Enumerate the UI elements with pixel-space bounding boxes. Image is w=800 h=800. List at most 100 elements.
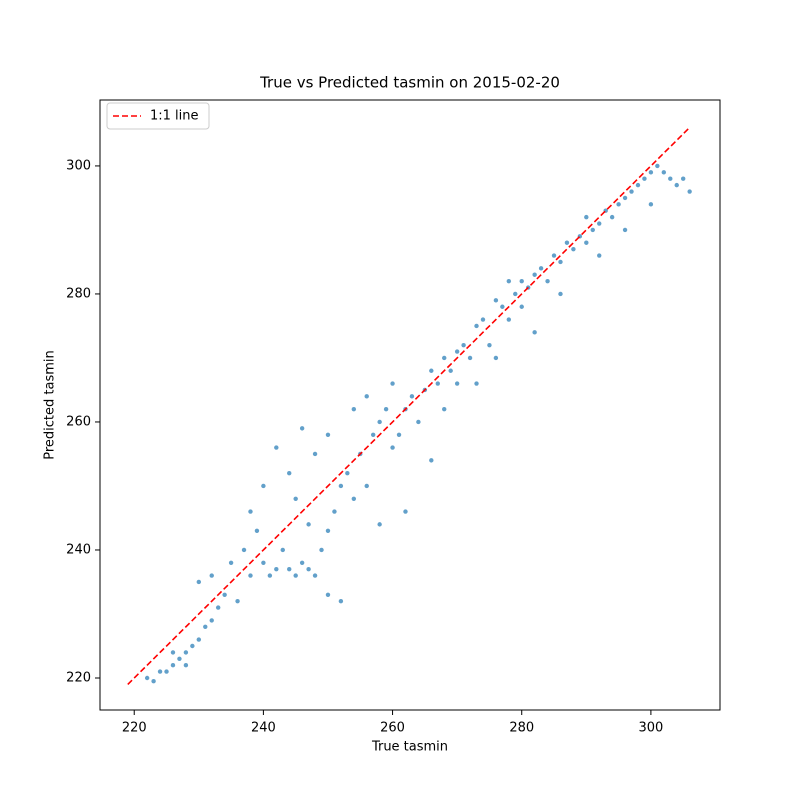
y-tick-label: 240 [66,542,91,557]
scatter-point [442,355,447,361]
scatter-point [228,560,234,565]
scatter-point [558,291,563,297]
scatter-point [299,426,305,431]
scatter-point [680,176,686,181]
scatter-point [177,656,182,661]
scatter-point [183,662,189,668]
y-tick-label: 280 [66,286,91,301]
scatter-point [590,227,595,233]
scatter-point [325,432,331,437]
scatter-point [325,592,331,597]
scatter-point [377,522,382,527]
scatter-point [571,246,576,252]
scatter-point [364,394,369,399]
scatter-point [500,304,505,309]
scatter-point [157,669,163,674]
scatter-point [584,240,589,245]
scatter-point [661,170,667,175]
scatter-point [519,304,524,309]
scatter-point [558,259,563,265]
y-tick-label: 260 [66,414,91,429]
scatter-point [280,547,285,553]
scatter-point [209,573,214,578]
scatter-point [461,342,466,348]
scatter-point [325,528,331,533]
scatter-point [429,458,434,463]
scatter-point [506,278,512,284]
scatter-point [351,496,357,501]
scatter-point [448,368,453,373]
scatter-point [506,317,512,322]
scatter-point [597,253,602,258]
plot-frame [99,99,721,711]
scatter-point [196,579,202,585]
scatter-point [248,573,253,578]
scatter-point [293,496,298,501]
scatter-point [609,214,615,220]
x-tick-label: 260 [380,721,405,736]
scatter-point [332,509,337,514]
scatter-point [545,278,550,284]
scatter-point [622,227,628,233]
scatter-point [655,163,660,169]
scatter-point [183,650,189,655]
scatter-point [442,406,447,412]
scatter-point [474,323,479,329]
y-axis-label: Predicted tasmin [43,350,58,460]
scatter-point [345,470,350,476]
scatter-point [215,605,221,610]
scatter-point [151,678,156,684]
y-tick-label: 220 [66,670,91,685]
scatter-point [144,675,150,681]
x-tick-label: 300 [638,721,663,736]
x-tick-label: 280 [509,721,534,736]
scatter-point [306,522,311,527]
scatter-point [487,342,492,348]
scatter-point [532,272,537,277]
legend-box [106,102,210,130]
scatter-point [454,381,460,386]
scatter-point [248,509,253,514]
scatter-point [170,650,176,655]
scatter-point [551,253,557,258]
scatter-point [338,598,344,604]
scatter-point [390,445,395,450]
scatter-point [403,509,408,514]
scatter-point [287,470,292,476]
scatter-point [687,189,692,194]
scatter-point [364,483,369,489]
reference-line [127,126,691,685]
scatter-point [351,406,357,412]
scatter-point [170,662,176,668]
scatter-point [435,381,440,386]
scatter-point [390,381,395,386]
x-tick-label: 240 [251,721,276,736]
scatter-point [493,298,499,303]
scatter-point [538,266,544,271]
scatter-point [222,592,227,597]
scatter-point [312,451,318,457]
scatter-point [493,355,499,361]
scatter-point [474,381,479,386]
y-tick-label: 300 [66,158,91,173]
scatter-point [190,643,195,649]
scatter-point [299,560,305,565]
scatter-point [467,355,473,361]
scatter-point [416,419,421,425]
plot-area [144,163,692,684]
scatter-point [584,214,589,220]
scatter-point [429,368,434,373]
scatter-point [306,566,311,572]
scatter-point [648,202,654,207]
scatter-point [241,547,247,553]
scatter-point [293,573,298,578]
scatter-point [319,547,324,553]
scatter-point [338,483,344,489]
scatter-point [480,317,486,322]
scatter-point [519,278,524,284]
scatter-point [267,573,273,578]
scatter-point [674,182,679,188]
chart-title: True vs Predicted tasmin on 2015-02-20 [259,74,560,92]
